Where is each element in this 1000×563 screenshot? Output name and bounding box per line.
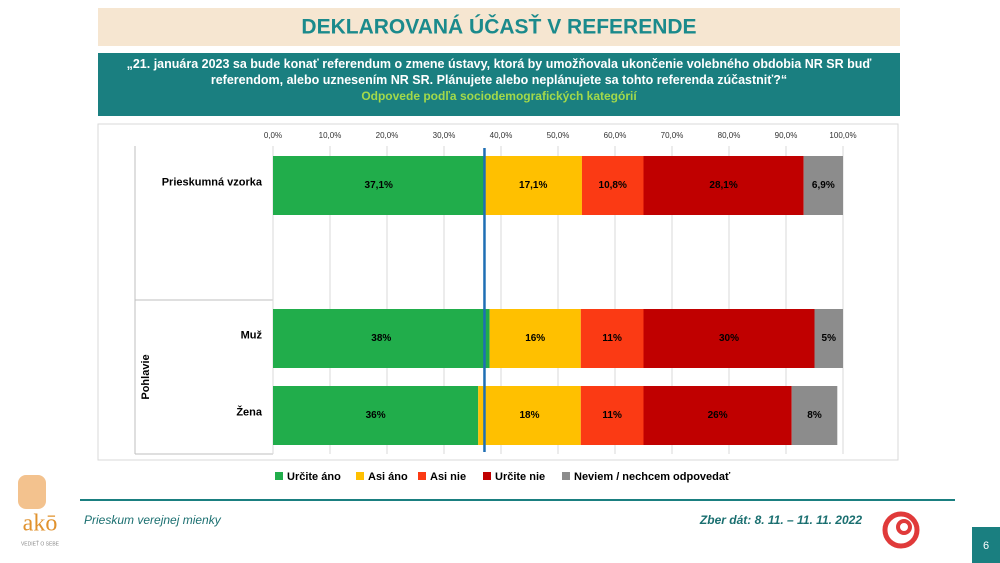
x-tick-label: 0,0% (264, 131, 282, 140)
brand-logo (882, 511, 920, 549)
logo: akō (23, 511, 58, 537)
footer-right: Zber dát: 8. 11. – 11. 11. 2022 (699, 513, 862, 527)
x-tick-label: 90,0% (775, 131, 798, 140)
value-label: 10,8% (599, 180, 627, 191)
bar-segment (580, 309, 644, 368)
bar-segment (803, 156, 843, 215)
logo-shape (18, 475, 46, 509)
bar-segment (273, 386, 479, 445)
bar-segment (273, 156, 485, 215)
x-tick-label: 50,0% (547, 131, 570, 140)
bar-segment (814, 309, 843, 368)
bar-segment (489, 309, 581, 368)
footer-left: Prieskum verejnej mienky (84, 513, 222, 527)
x-tick-label: 30,0% (433, 131, 456, 140)
value-label: 11% (602, 410, 622, 421)
page-tab (972, 527, 1000, 563)
bar-segment (478, 386, 581, 445)
bar-segment (643, 156, 804, 215)
x-tick-label: 20,0% (376, 131, 399, 140)
title: DEKLAROVANÁ ÚČASŤ V REFERENDE (301, 15, 696, 39)
question: „21. januára 2023 sa bude konať referend… (126, 57, 872, 87)
value-label: 6,9% (812, 180, 835, 191)
value-label: 38% (371, 333, 391, 344)
bar-segment (273, 309, 490, 368)
value-label: 16% (525, 333, 545, 344)
bar-segment (580, 386, 644, 445)
legend-swatch (275, 472, 283, 480)
legend-label: Určite nie (495, 471, 545, 483)
legend-label: Určite áno (287, 471, 341, 483)
bar-segment (643, 386, 792, 445)
value-label: 18% (519, 410, 539, 421)
legend-label: Asi nie (430, 471, 466, 483)
value-label: 17,1% (519, 180, 547, 191)
legend-label: Neviem / nechcem odpovedať (574, 471, 731, 483)
legend-swatch (356, 472, 364, 480)
value-label: 8% (807, 410, 822, 421)
plot: 0,0% 10,0% 20,0% 30,0% 40,0% 50,0% 60,0% 70,0% 8… (162, 131, 857, 483)
group-label: Pohlavie (140, 354, 152, 399)
x-tick-label: 10,0% (319, 131, 342, 140)
category-label: Prieskumná vzorka (162, 176, 263, 188)
legend-label: Asi áno (368, 471, 408, 483)
value-label: 26% (708, 410, 728, 421)
bar-segment (643, 309, 815, 368)
title-box (98, 8, 900, 46)
category-label: Muž (241, 329, 263, 341)
value-label: 28,1% (709, 180, 737, 191)
value-label: 30% (719, 333, 739, 344)
value-label: 11% (602, 333, 622, 344)
bar-segment (791, 386, 838, 445)
legend-swatch (562, 472, 570, 480)
value-label: 36% (366, 410, 386, 421)
value-label: 5% (822, 333, 837, 344)
x-tick-label: 70,0% (661, 131, 684, 140)
legend-swatch (418, 472, 426, 480)
x-tick-label: 60,0% (604, 131, 627, 140)
x-tick-label: 80,0% (718, 131, 741, 140)
x-tick-label: 40,0% (490, 131, 513, 140)
category-label: Žena (236, 405, 263, 418)
question-wrap: „21. januára 2023 sa bude konať referend… (110, 56, 888, 104)
bar-segment (581, 156, 644, 215)
brand-logo-inner (896, 519, 912, 535)
logo-motto: VEDIEŤ O SEBE (21, 539, 60, 547)
question-block: „21. januára 2023 sa bude konať referend… (110, 56, 888, 104)
note: Odpovede podľa sociodemografických kateg… (361, 89, 637, 103)
question-box (98, 53, 900, 116)
legend-swatch (483, 472, 491, 480)
bar-segment (484, 156, 582, 215)
value-label: 37,1% (365, 180, 393, 191)
page-number: 6 (983, 540, 989, 552)
x-tick-label: 100,0% (829, 131, 856, 140)
